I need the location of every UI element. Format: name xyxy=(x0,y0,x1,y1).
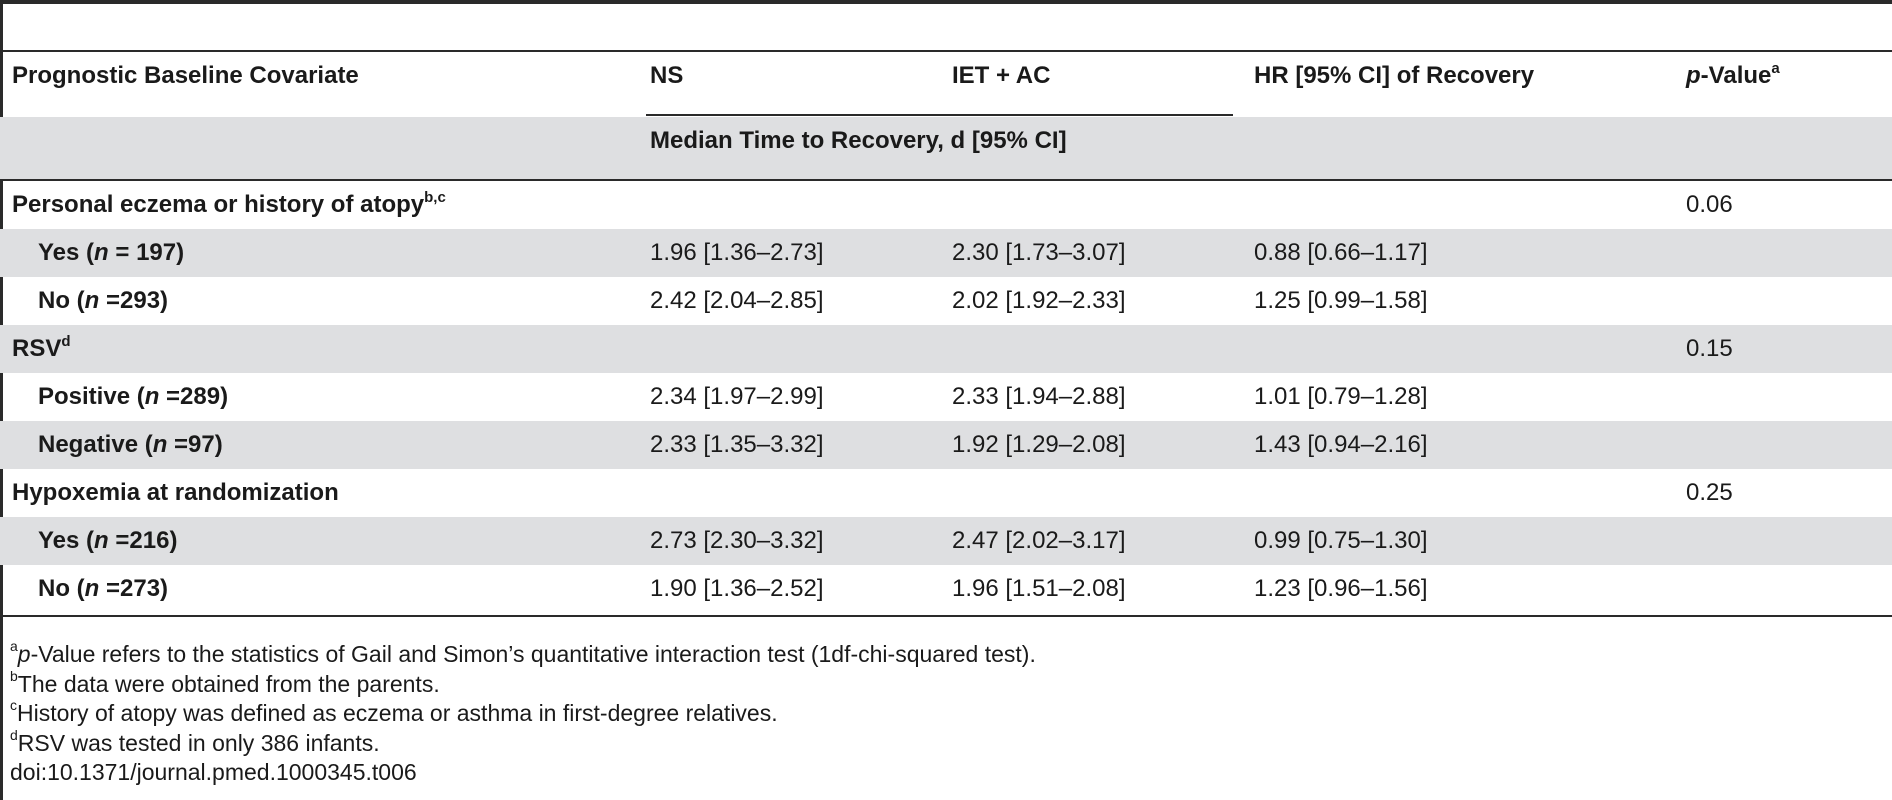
table-top-rule xyxy=(0,50,1892,52)
group-row: RSVd 0.15 xyxy=(0,325,1892,373)
header-pvalue: p-Valuea xyxy=(1686,52,1780,100)
row-hr: 0.88 [0.66–1.17] xyxy=(1254,239,1428,266)
table-row: Positive (n =289) 2.34 [1.97–2.99] 2.33 … xyxy=(0,373,1892,421)
footnote-c: cHistory of atopy was defined as eczema … xyxy=(10,697,778,726)
group-pvalue: 0.25 xyxy=(1686,479,1733,506)
row-iet: 1.96 [1.51–2.08] xyxy=(952,575,1126,602)
row-iet: 2.30 [1.73–3.07] xyxy=(952,239,1126,266)
table-row: Yes (n =216) 2.73 [2.30–3.32] 2.47 [2.02… xyxy=(0,517,1892,565)
group-pvalue: 0.15 xyxy=(1686,335,1733,362)
row-hr: 0.99 [0.75–1.30] xyxy=(1254,527,1428,554)
row-label: Negative (n =97) xyxy=(38,431,223,458)
table-row: No (n =293) 2.42 [2.04–2.85] 2.02 [1.92–… xyxy=(0,277,1892,325)
row-label: Yes (n =216) xyxy=(38,527,178,554)
table-row: Yes (n = 197) 1.96 [1.36–2.73] 2.30 [1.7… xyxy=(0,229,1892,277)
row-iet: 1.92 [1.29–2.08] xyxy=(952,431,1126,458)
row-label: No (n =273) xyxy=(38,575,169,602)
row-iet: 2.02 [1.92–2.33] xyxy=(952,287,1126,314)
row-iet: 2.47 [2.02–3.17] xyxy=(952,527,1126,554)
header-row: Prognostic Baseline Covariate NS IET + A… xyxy=(0,52,1892,100)
table-bottom-rule xyxy=(0,615,1892,617)
table-row: No (n =273) 1.90 [1.36–2.52] 1.96 [1.51–… xyxy=(0,565,1892,613)
row-hr: 1.25 [0.99–1.58] xyxy=(1254,287,1428,314)
subheader-span-rule xyxy=(646,114,1233,116)
row-ns: 2.42 [2.04–2.85] xyxy=(650,287,824,314)
header-pvalue-text: -Value xyxy=(1700,62,1772,89)
group-label: Personal eczema or history of atopyb,c xyxy=(12,189,446,218)
footnote-a: ap-Value refers to the statistics of Gai… xyxy=(10,638,1036,667)
footnotes: ap-Value refers to the statistics of Gai… xyxy=(10,638,1036,788)
group-label: Hypoxemia at randomization xyxy=(12,479,339,506)
row-ns: 1.90 [1.36–2.52] xyxy=(650,575,824,602)
row-ns: 2.34 [1.97–2.99] xyxy=(650,383,824,410)
header-iet-ac: IET + AC xyxy=(952,62,1051,89)
group-row: Personal eczema or history of atopyb,c 0… xyxy=(0,181,1892,229)
table-row: Negative (n =97) 2.33 [1.35–3.32] 1.92 [… xyxy=(0,421,1892,469)
group-pvalue: 0.06 xyxy=(1686,191,1733,218)
row-ns: 1.96 [1.36–2.73] xyxy=(650,239,824,266)
row-ns: 2.73 [2.30–3.32] xyxy=(650,527,824,554)
left-border xyxy=(0,0,3,800)
header-hr: HR [95% CI] of Recovery xyxy=(1254,62,1535,89)
row-label: Yes (n = 197) xyxy=(38,239,185,266)
doi-link[interactable]: doi:10.1371/journal.pmed.1000345.t006 xyxy=(10,759,417,785)
row-label: No (n =293) xyxy=(38,287,169,314)
row-label: Positive (n =289) xyxy=(38,383,229,410)
header-ns: NS xyxy=(650,62,684,89)
subheader-median: Median Time to Recovery, d [95% CI] xyxy=(650,127,1067,154)
top-border xyxy=(0,0,1892,4)
row-hr: 1.43 [0.94–2.16] xyxy=(1254,431,1428,458)
row-hr: 1.01 [0.79–1.28] xyxy=(1254,383,1428,410)
footnote-b: bThe data were obtained from the parents… xyxy=(10,667,440,697)
footnote-d: dRSV was tested in only 386 infants. xyxy=(10,726,380,756)
header-bottom-rule xyxy=(0,179,1892,181)
group-label: RSVd xyxy=(12,333,71,362)
header-pvalue-italic: p xyxy=(1686,62,1701,89)
row-hr: 1.23 [0.96–1.56] xyxy=(1254,575,1428,602)
subheader-row: Median Time to Recovery, d [95% CI] xyxy=(0,117,1892,179)
row-ns: 2.33 [1.35–3.32] xyxy=(650,431,824,458)
group-row: Hypoxemia at randomization 0.25 xyxy=(0,469,1892,517)
header-covariate: Prognostic Baseline Covariate xyxy=(12,62,359,89)
header-pvalue-sup: a xyxy=(1771,60,1780,77)
row-iet: 2.33 [1.94–2.88] xyxy=(952,383,1126,410)
